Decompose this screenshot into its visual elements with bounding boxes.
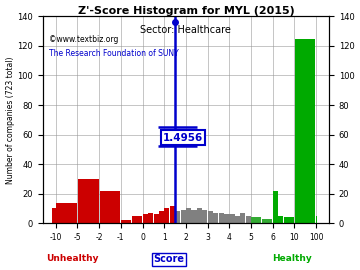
Bar xyxy=(284,217,289,223)
Bar xyxy=(240,213,246,223)
Bar xyxy=(246,216,251,223)
Text: Healthy: Healthy xyxy=(272,254,311,263)
Bar xyxy=(57,202,77,223)
Title: Z'-Score Histogram for MYL (2015): Z'-Score Histogram for MYL (2015) xyxy=(77,6,294,16)
Text: Sector: Healthcare: Sector: Healthcare xyxy=(140,25,231,35)
Bar xyxy=(132,216,142,223)
Bar xyxy=(175,211,180,223)
Text: ©www.textbiz.org: ©www.textbiz.org xyxy=(49,35,118,44)
Bar xyxy=(262,219,272,223)
Bar xyxy=(251,217,261,223)
Bar xyxy=(197,208,202,223)
Bar xyxy=(316,216,317,223)
Text: The Research Foundation of SUNY: The Research Foundation of SUNY xyxy=(49,49,178,58)
Bar xyxy=(181,210,186,223)
Text: 1.4956: 1.4956 xyxy=(163,133,203,143)
Bar xyxy=(213,213,218,223)
Bar xyxy=(289,217,294,223)
Bar xyxy=(78,179,99,223)
Bar xyxy=(165,208,170,223)
Bar xyxy=(273,191,278,223)
Bar xyxy=(159,211,164,223)
Bar xyxy=(148,213,153,223)
Bar xyxy=(100,191,120,223)
Bar xyxy=(143,214,148,223)
Bar xyxy=(121,220,131,223)
Bar xyxy=(235,216,240,223)
Bar xyxy=(208,211,213,223)
Bar xyxy=(170,205,175,223)
Bar xyxy=(153,214,159,223)
Bar xyxy=(295,39,315,223)
Text: Unhealthy: Unhealthy xyxy=(46,254,98,263)
Bar xyxy=(202,210,207,223)
Bar xyxy=(278,216,283,223)
Y-axis label: Number of companies (723 total): Number of companies (723 total) xyxy=(5,56,14,184)
Bar xyxy=(186,208,191,223)
Bar xyxy=(229,214,234,223)
Bar xyxy=(51,208,56,223)
Bar xyxy=(192,210,197,223)
Text: Score: Score xyxy=(153,254,184,264)
Bar xyxy=(219,213,224,223)
Bar xyxy=(224,214,229,223)
